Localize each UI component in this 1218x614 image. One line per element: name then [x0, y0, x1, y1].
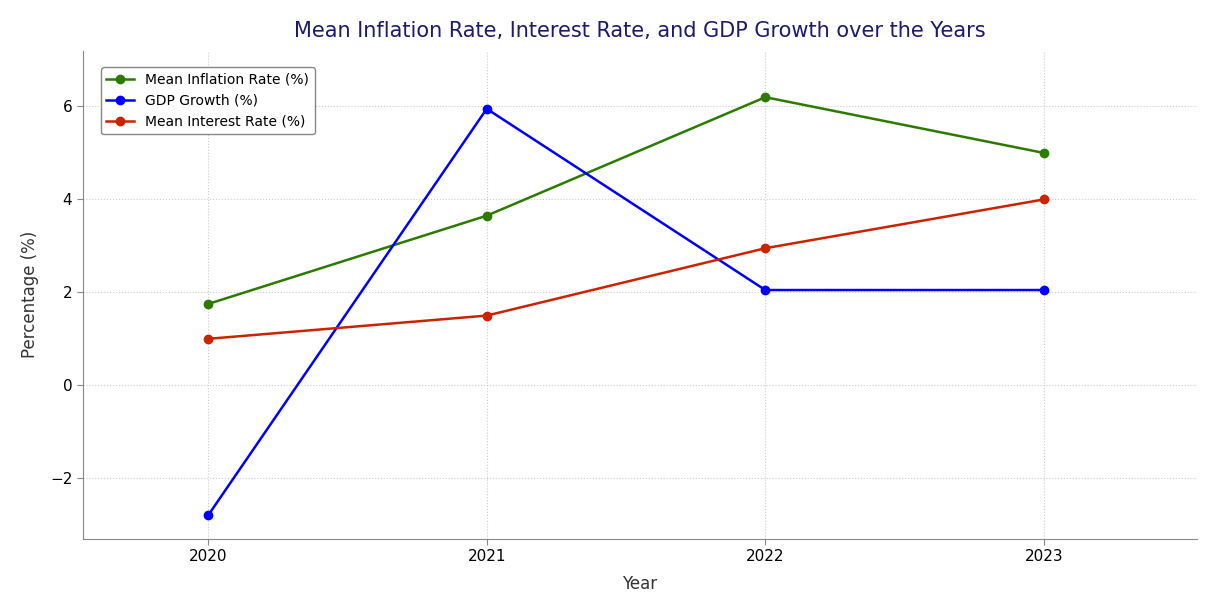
GDP Growth (%) [201, 511, 216, 519]
Mean Inflation Rate (%) [758, 93, 772, 101]
X-axis label: Year: Year [622, 575, 658, 593]
GDP Growth (%) [758, 286, 772, 293]
Mean Interest Rate (%) [201, 335, 216, 343]
Mean Inflation Rate (%) [480, 212, 495, 219]
Mean Interest Rate (%) [480, 312, 495, 319]
Line: Mean Inflation Rate (%): Mean Inflation Rate (%) [203, 93, 1049, 308]
Y-axis label: Percentage (%): Percentage (%) [21, 231, 39, 359]
Line: Mean Interest Rate (%): Mean Interest Rate (%) [203, 195, 1049, 343]
Mean Interest Rate (%) [1037, 196, 1051, 203]
Legend: Mean Inflation Rate (%), GDP Growth (%), Mean Interest Rate (%): Mean Inflation Rate (%), GDP Growth (%),… [101, 68, 314, 134]
Title: Mean Inflation Rate, Interest Rate, and GDP Growth over the Years: Mean Inflation Rate, Interest Rate, and … [294, 21, 985, 41]
Mean Interest Rate (%) [758, 244, 772, 252]
Mean Inflation Rate (%) [201, 300, 216, 308]
GDP Growth (%) [1037, 286, 1051, 293]
GDP Growth (%) [480, 105, 495, 112]
Mean Inflation Rate (%) [1037, 149, 1051, 157]
Line: GDP Growth (%): GDP Growth (%) [203, 104, 1049, 519]
